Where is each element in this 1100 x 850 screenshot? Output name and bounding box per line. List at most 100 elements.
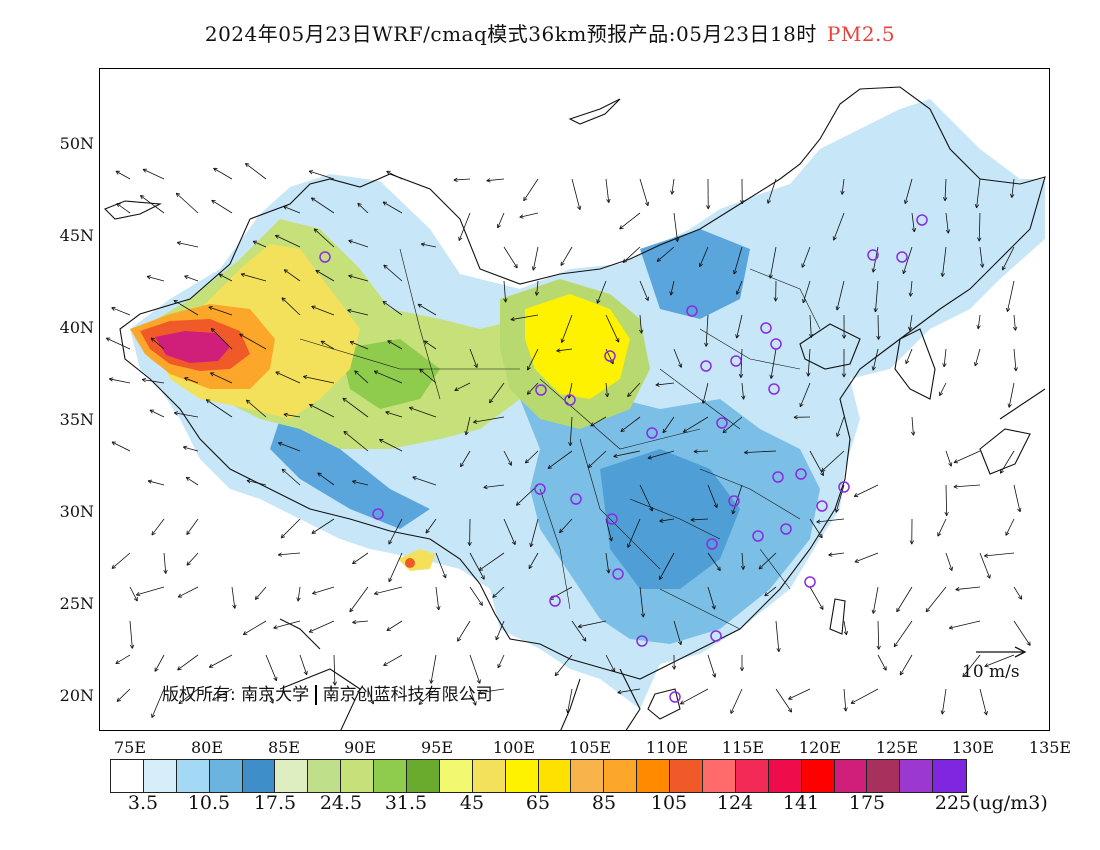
wind-arrow (707, 484, 718, 509)
wind-arrow (457, 620, 471, 642)
credit-separator (315, 685, 317, 705)
wind-arrow (768, 246, 777, 279)
wind-arrow (1013, 348, 1018, 372)
legend-label: 31.5 (384, 792, 428, 814)
color-legend (110, 759, 968, 793)
wind-arrow (478, 688, 505, 695)
wind-arrow (409, 406, 437, 418)
wind-arrow (984, 654, 1015, 668)
wind-arrow (177, 586, 199, 598)
lon-label-80e: 80E (190, 738, 224, 757)
legend-labels: 3.5 10.5 17.5 24.5 31.5 45 65 85 105 124… (110, 792, 1100, 820)
legend-label: 24.5 (319, 792, 363, 814)
legend-swatch (439, 760, 473, 792)
wind-arrow (908, 280, 913, 297)
wind-arrow (503, 246, 518, 269)
wind-arrow (497, 654, 505, 669)
field-dark-blue-1 (600, 449, 740, 589)
wind-arrow (559, 518, 573, 534)
legend-label: 10.5 (187, 792, 231, 814)
station-marker (570, 493, 582, 505)
coast-japan (979, 388, 1046, 475)
station-marker (916, 214, 928, 226)
wind-arrow (492, 586, 505, 598)
wind-arrow (899, 654, 913, 676)
wind-arrow (129, 586, 138, 602)
field-hotspot-south-core (405, 558, 415, 568)
wind-arrow (560, 246, 573, 266)
wind-arrow (283, 269, 301, 282)
wind-arrow (911, 212, 917, 233)
wind-arrow (902, 246, 913, 274)
wind-arrow (828, 552, 845, 557)
wind-arrow (974, 178, 981, 209)
station-marker (549, 595, 561, 607)
station-marker (838, 481, 850, 493)
wind-arrow (604, 382, 610, 398)
legend-swatch (341, 760, 375, 792)
wind-arrow (1010, 178, 1015, 198)
wind-arrow (701, 382, 709, 404)
title-text: 2024年05月23日WRF/cmaq模式36km预报产品:05月23日18时 (204, 22, 817, 46)
wind-arrow (473, 416, 505, 424)
wind-arrow (627, 518, 641, 548)
wind-arrow (673, 620, 683, 646)
wind-arrow (483, 484, 505, 490)
wind-arrow (309, 403, 335, 418)
wind-arrow (357, 202, 369, 214)
wind-arrow (274, 234, 301, 248)
wind-arrow (176, 241, 199, 248)
wind-arrow (342, 397, 369, 418)
field-yellow-central (525, 294, 630, 399)
wind-arrow (332, 654, 337, 686)
wind-arrow (486, 178, 505, 183)
legend-swatch (637, 760, 671, 792)
station-marker (372, 508, 384, 520)
china-border (119, 86, 1046, 680)
wind-arrow (764, 586, 777, 597)
wind-arrow (315, 269, 335, 282)
wind-arrow (150, 337, 165, 350)
wind-arrow (903, 178, 913, 204)
wind-arrow (245, 163, 267, 180)
station-marker (686, 305, 698, 317)
wind-arrow (639, 484, 653, 512)
wind-arrow (205, 399, 233, 418)
wind-arrow (693, 449, 709, 454)
coast-taiwan (829, 598, 846, 635)
wind-arrow (655, 382, 675, 387)
station-marker (780, 523, 792, 535)
wind-arrow (854, 552, 879, 563)
wind-arrow (639, 314, 644, 334)
wind-arrow (596, 280, 607, 304)
legend-label: 65 (525, 792, 551, 814)
wind-arrow (116, 203, 131, 214)
wind-arrow (639, 178, 650, 207)
wind-arrow (909, 518, 914, 545)
station-marker (772, 471, 784, 483)
wind-arrow (129, 620, 135, 649)
wind-arrow (382, 201, 403, 214)
station-marker (636, 635, 648, 647)
lon-label-110e: 110E (645, 738, 689, 757)
wind-arrow (313, 228, 335, 248)
station-marker (768, 383, 780, 395)
wind-arrow (656, 246, 675, 262)
legend-swatch (900, 760, 934, 792)
legend-label: 141 (782, 792, 820, 814)
station-marker (535, 384, 547, 396)
wind-arrow (706, 178, 711, 210)
wind-arrow (275, 371, 301, 384)
wind-arrow (478, 552, 505, 571)
wind-arrow (149, 409, 165, 418)
wind-arrow (435, 552, 447, 579)
wind-arrow (775, 688, 792, 713)
wind-arrow (769, 348, 777, 379)
station-marker (760, 322, 772, 334)
station-marker (770, 338, 782, 350)
wind-arrow (115, 170, 131, 180)
lon-label-135e: 135E (1028, 738, 1072, 757)
station-marker (896, 251, 908, 263)
wind-arrow (766, 178, 777, 204)
wind-arrow (843, 620, 849, 636)
